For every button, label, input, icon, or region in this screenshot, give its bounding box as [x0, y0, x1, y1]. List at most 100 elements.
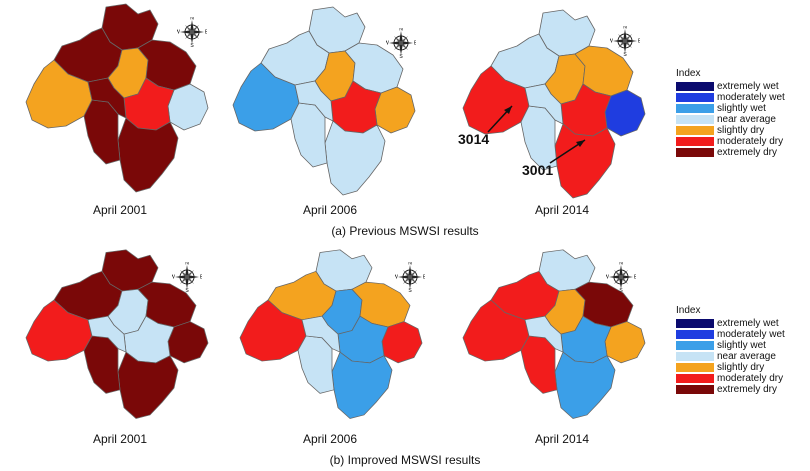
- region-core: [294, 80, 334, 122]
- compass-letter-e: E: [414, 41, 416, 47]
- compass-letter-e: E: [423, 275, 425, 281]
- region-core: [87, 315, 127, 353]
- legend-swatch: [676, 104, 714, 113]
- map-improved-2014: [455, 248, 655, 423]
- compass-letter-n: N: [623, 26, 627, 31]
- map-label: April 2001: [92, 432, 148, 446]
- legend-label: moderately wet: [717, 92, 785, 103]
- legend-label: slightly dry: [717, 125, 765, 136]
- legend-label: near average: [717, 114, 776, 125]
- compass-icon: N S W E: [608, 25, 642, 59]
- legend-title: Index: [676, 68, 701, 79]
- compass-icon: N S W E: [170, 261, 204, 295]
- legend-label: extremely wet: [717, 81, 779, 92]
- compass-letter-n: N: [185, 262, 189, 267]
- choropleth-map: [462, 249, 646, 419]
- map-label: April 2006: [302, 432, 358, 446]
- legend-item: extremely wet: [676, 318, 791, 329]
- arrowhead: [576, 140, 585, 147]
- legend-swatch: [676, 374, 714, 383]
- region-core: [524, 315, 564, 353]
- legend-swatch: [676, 341, 714, 350]
- legend-swatch: [676, 93, 714, 102]
- map-label: April 2006: [302, 203, 358, 217]
- legend-label: moderately dry: [717, 373, 784, 384]
- region-w: [232, 62, 300, 132]
- legend-item: extremely wet: [676, 81, 791, 92]
- legend-item: slightly dry: [676, 125, 791, 136]
- choropleth-map: [239, 249, 423, 419]
- legend-swatch: [676, 319, 714, 328]
- legend-label: near average: [717, 351, 776, 362]
- legend-improved: Index extremely wet moderately wet slightly…: [676, 305, 791, 395]
- region-w: [462, 65, 530, 135]
- compass-letter-e: E: [205, 30, 207, 36]
- legend-item: extremely dry: [676, 384, 791, 395]
- legend-swatch: [676, 82, 714, 91]
- legend-item: moderately wet: [676, 92, 791, 103]
- legend-swatch: [676, 148, 714, 157]
- choropleth-map: [25, 3, 209, 193]
- legend-swatch: [676, 363, 714, 372]
- compass-letter-n: N: [408, 262, 412, 267]
- region-w: [25, 59, 93, 129]
- map-improved-2006: [232, 248, 432, 423]
- compass-letter-n: N: [399, 28, 403, 33]
- compass-letter-s: S: [619, 288, 623, 292]
- region-core: [524, 83, 564, 125]
- compass-letter-n: N: [619, 262, 623, 267]
- legend-label: extremely dry: [717, 384, 778, 395]
- compass-letter-s: S: [623, 52, 627, 56]
- map-prev-2006: [225, 5, 425, 200]
- compass-letter-w: W: [177, 30, 180, 36]
- region-core: [301, 315, 341, 353]
- region-s: [331, 351, 393, 419]
- caption-improved: (b) Improved MSWSI results: [329, 453, 481, 467]
- legend-label: slightly wet: [717, 103, 766, 114]
- compass-icon: N S W E: [175, 16, 209, 50]
- map-prev-2014: [455, 8, 655, 203]
- compass-letter-w: W: [172, 275, 175, 281]
- legend-item: moderately wet: [676, 329, 791, 340]
- legend-item: moderately dry: [676, 373, 791, 384]
- legend-item: slightly wet: [676, 103, 791, 114]
- legend-item: near average: [676, 114, 791, 125]
- map-improved-2001: [18, 248, 218, 423]
- legend-swatch: [676, 330, 714, 339]
- compass-letter-w: W: [386, 41, 389, 47]
- map-label: April 2001: [92, 203, 148, 217]
- legend-item: near average: [676, 351, 791, 362]
- map-label: April 2014: [534, 432, 590, 446]
- legend-item: moderately dry: [676, 136, 791, 147]
- legend-item: extremely dry: [676, 147, 791, 158]
- compass-letter-n: N: [190, 17, 194, 22]
- compass-letter-s: S: [190, 43, 194, 47]
- callout-3001: 3001: [522, 162, 554, 178]
- legend-label: slightly wet: [717, 340, 766, 351]
- legend-item: slightly wet: [676, 340, 791, 351]
- map-prev-2001: [18, 2, 218, 197]
- legend-swatch: [676, 115, 714, 124]
- compass-icon: N S W E: [604, 261, 638, 295]
- legend-label: slightly dry: [717, 362, 765, 373]
- region-w: [25, 299, 93, 362]
- legend-label: moderately wet: [717, 329, 785, 340]
- compass-letter-s: S: [185, 288, 189, 292]
- legend-label: extremely wet: [717, 318, 779, 329]
- map-label: April 2014: [534, 203, 590, 217]
- legend-swatch: [676, 126, 714, 135]
- region-s: [117, 351, 179, 419]
- compass-letter-w: W: [395, 275, 398, 281]
- arrowhead: [504, 106, 512, 114]
- choropleth-map: [232, 6, 416, 196]
- compass-letter-e: E: [638, 39, 640, 45]
- legend-label: moderately dry: [717, 136, 784, 147]
- legend-swatch: [676, 385, 714, 394]
- region-w: [239, 299, 307, 362]
- legend-label: extremely dry: [717, 147, 778, 158]
- compass-letter-s: S: [399, 54, 403, 58]
- region-core: [87, 77, 127, 119]
- legend-title: Index: [676, 305, 701, 316]
- choropleth-map: [462, 9, 646, 199]
